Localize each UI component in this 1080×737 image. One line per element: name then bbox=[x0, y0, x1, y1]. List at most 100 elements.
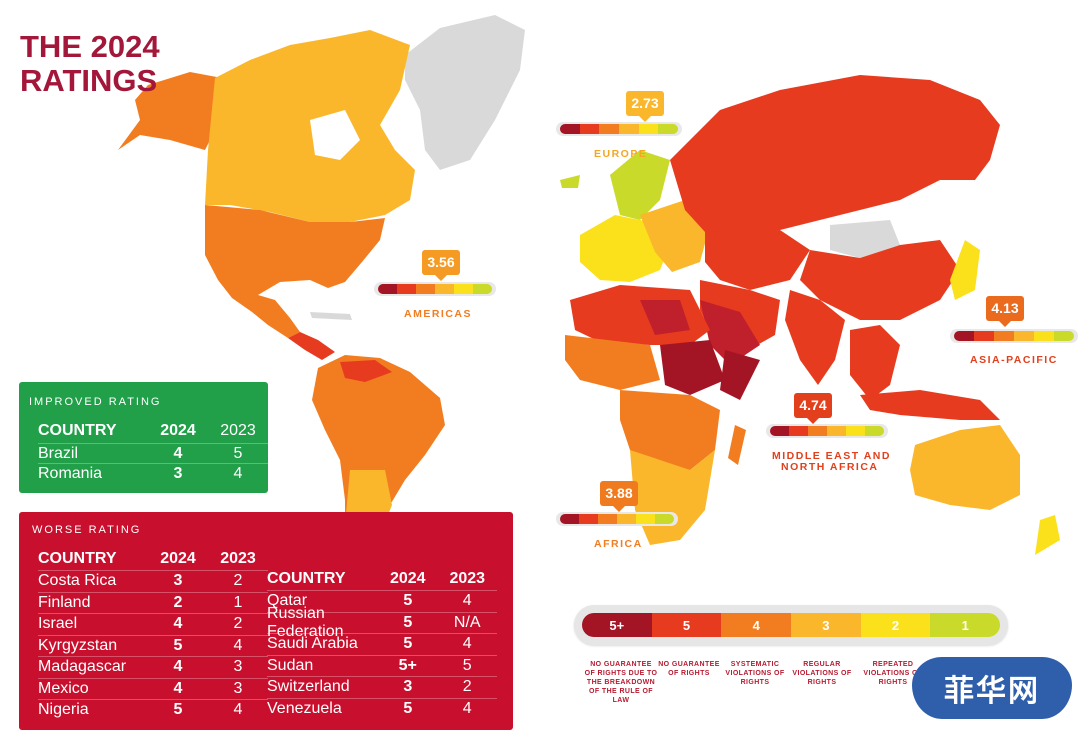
rating-2024: 5 bbox=[403, 613, 413, 631]
rating-2024: 5 bbox=[403, 699, 413, 717]
page-title: THE 2024 RATINGS bbox=[20, 30, 160, 98]
legend-segment-4: 4 bbox=[721, 613, 792, 637]
country-name: Qatar bbox=[267, 592, 308, 610]
improved-heading: IMPROVED RATING bbox=[29, 396, 162, 408]
improved-table: COUNTRY 2024 2023 Brazil 4 5 Romania 3 4 bbox=[38, 419, 270, 483]
rating-2023: 4 bbox=[233, 636, 243, 654]
rating-2024: 3 bbox=[173, 464, 183, 482]
americas-scale-bar bbox=[374, 282, 496, 296]
mongolia bbox=[830, 220, 900, 258]
improved-header-row: COUNTRY 2024 2023 bbox=[38, 419, 270, 443]
table-row: Qatar 5 4 bbox=[267, 590, 497, 612]
central-asia bbox=[705, 230, 810, 290]
worse-table-left: COUNTRY 2024 2023 Costa Rica 3 2 Finland 2 1… bbox=[38, 548, 268, 721]
rating-2024: 4 bbox=[173, 679, 183, 697]
col-2023: 2023 bbox=[220, 422, 256, 439]
rating-2023: 1 bbox=[233, 593, 243, 611]
central-america bbox=[288, 332, 335, 360]
venezuela bbox=[340, 360, 392, 382]
mena-value: 4.74 bbox=[794, 393, 832, 418]
usa bbox=[205, 205, 385, 295]
legend-segment-1: 1 bbox=[930, 613, 1000, 637]
table-row: Switzerland 3 2 bbox=[267, 676, 497, 698]
rating-2023: N/A bbox=[453, 613, 481, 631]
table-row: Brazil 4 5 bbox=[38, 443, 270, 463]
canada bbox=[205, 30, 415, 222]
rating-2023: 4 bbox=[462, 592, 472, 610]
table-row: Kyrgyzstan 5 4 bbox=[38, 634, 268, 657]
rating-2023: 3 bbox=[233, 679, 243, 697]
rating-2024: 5 bbox=[173, 636, 183, 654]
mena-label-line2: NORTH AFRICA bbox=[781, 461, 879, 473]
rating-2023: 2 bbox=[462, 678, 472, 696]
rating-legend: 5+ 5 4 3 2 1 bbox=[574, 605, 1008, 645]
country-name: Nigeria bbox=[38, 701, 89, 719]
legend-note-4: SYSTEMATIC VIOLATIONS OF RIGHTS bbox=[725, 661, 785, 686]
rating-2024: 4 bbox=[173, 615, 183, 633]
scandinavia bbox=[610, 150, 670, 220]
table-row: Sudan 5+ 5 bbox=[267, 654, 497, 677]
africa-value: 3.88 bbox=[600, 481, 638, 506]
country-name: Russian Federation bbox=[267, 604, 344, 640]
region-badge-africa: 3.88 AFRICA bbox=[556, 481, 678, 551]
worse-rating-panel: WORSE RATING COUNTRY 2024 2023 Costa Ric… bbox=[19, 512, 513, 730]
country-name: Venezuela bbox=[267, 699, 342, 717]
table-row: Israel 4 2 bbox=[38, 613, 268, 635]
india bbox=[785, 290, 845, 385]
table-row: Venezuela 5 4 bbox=[267, 697, 497, 720]
alaska bbox=[118, 72, 222, 150]
australia bbox=[910, 425, 1020, 510]
worse-table-right: COUNTRY 2024 2023 Qatar 5 4 Russian Federa… bbox=[267, 568, 497, 719]
rating-2023: 4 bbox=[462, 699, 472, 717]
rating-2023: 4 bbox=[233, 701, 243, 719]
region-badge-mena: 4.74 MIDDLE EAST AND NORTH AFRICA bbox=[766, 393, 891, 473]
country-name: Madagascar bbox=[38, 658, 127, 676]
rating-2024: 3 bbox=[403, 678, 413, 696]
table-row: Costa Rica 3 2 bbox=[38, 570, 268, 592]
rating-2024: 4 bbox=[173, 658, 183, 676]
arabia bbox=[700, 300, 760, 365]
libya-region bbox=[640, 300, 690, 335]
worse-header-row-right: COUNTRY 2024 2023 bbox=[267, 568, 497, 590]
worse-header-row-left: COUNTRY 2024 2023 bbox=[38, 548, 268, 570]
legend-note-2: REPEATED VIOLATIONS OF RIGHTS bbox=[863, 661, 923, 686]
country-name: Israel bbox=[38, 615, 78, 633]
iceland-uk bbox=[560, 175, 580, 188]
west-africa bbox=[565, 335, 660, 390]
rating-2023: 3 bbox=[233, 658, 243, 676]
country-name: Costa Rica bbox=[38, 572, 117, 590]
legend-note-5plus: NO GUARANTEE OF RIGHTS DUE TO THE BREAKD… bbox=[584, 661, 658, 704]
improved-rating-panel: IMPROVED RATING COUNTRY 2024 2023 Brazil… bbox=[19, 382, 270, 493]
americas-value: 3.56 bbox=[422, 250, 460, 275]
rating-2024: 5 bbox=[403, 635, 413, 653]
table-row: Russian Federation 5 N/A bbox=[267, 605, 497, 640]
indonesia bbox=[860, 390, 1000, 420]
se-asia bbox=[850, 325, 900, 400]
country-name: Romania bbox=[38, 464, 103, 482]
col-country: COUNTRY bbox=[38, 550, 117, 567]
table-row: Romania 3 4 bbox=[38, 463, 270, 483]
rating-2023: 4 bbox=[233, 464, 243, 482]
region-badge-asia-pacific: 4.13 ASIA-PACIFIC bbox=[950, 296, 1078, 368]
mena-label-line1: MIDDLE EAST AND bbox=[772, 450, 891, 462]
mena-scale-bar bbox=[766, 424, 888, 438]
africa-scale-bar bbox=[556, 512, 678, 526]
legend-scale: 5+ 5 4 3 2 1 bbox=[582, 613, 1000, 637]
new-zealand bbox=[1035, 515, 1060, 555]
table-row: Finland 2 1 bbox=[38, 591, 268, 614]
country-name: Mexico bbox=[38, 679, 89, 697]
region-badge-americas: 3.56 AMERICAS bbox=[374, 250, 496, 320]
country-name: Kyrgyzstan bbox=[38, 636, 118, 654]
mexico bbox=[218, 280, 300, 338]
country-name: Switzerland bbox=[267, 678, 350, 696]
legend-segment-2: 2 bbox=[860, 613, 931, 637]
legend-segment-5: 5 bbox=[651, 613, 722, 637]
brazil bbox=[362, 375, 440, 465]
col-country: COUNTRY bbox=[267, 570, 346, 587]
title-line-2: RATINGS bbox=[20, 63, 158, 98]
rating-2024: 5 bbox=[403, 592, 413, 610]
hudson-bay bbox=[310, 110, 360, 160]
title-line-1: THE 2024 bbox=[20, 29, 160, 64]
rating-2024: 5 bbox=[173, 701, 183, 719]
sudan-region bbox=[660, 340, 725, 395]
